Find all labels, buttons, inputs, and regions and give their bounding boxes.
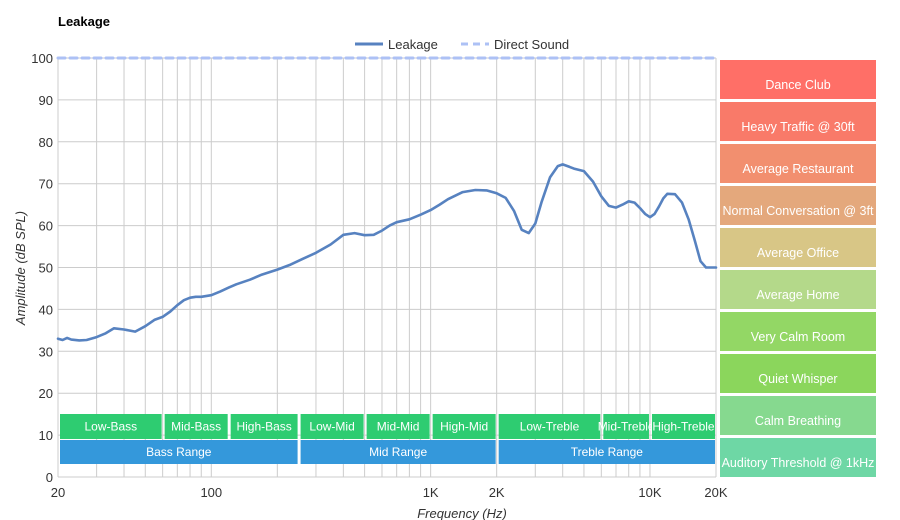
legend-label-direct-sound: Direct Sound bbox=[494, 37, 569, 52]
chart-title: Leakage bbox=[58, 14, 110, 29]
x-tick-label: 20 bbox=[51, 485, 65, 500]
sub-range-band bbox=[498, 414, 601, 439]
reference-level-label: Average Restaurant bbox=[743, 162, 854, 176]
sub-range-band-label: Low-Treble bbox=[520, 420, 580, 434]
y-tick-label: 70 bbox=[39, 177, 53, 192]
y-tick-label: 50 bbox=[39, 261, 53, 276]
sub-range-band-label: High-Mid bbox=[440, 420, 488, 434]
sub-range-band-label: Mid-Treble bbox=[598, 420, 655, 434]
y-tick-label: 40 bbox=[39, 302, 53, 317]
x-tick-label: 1K bbox=[423, 485, 439, 500]
y-tick-label: 30 bbox=[39, 344, 53, 359]
frequency-range-bands: Low-Bass Mid-Bass High-Bass Low-Mid Mid-Mid H… bbox=[60, 414, 715, 464]
main-range-band bbox=[498, 440, 715, 464]
y-tick-label: 90 bbox=[39, 93, 53, 108]
reference-level-label: Calm Breathing bbox=[755, 414, 841, 428]
x-tick-label: 20K bbox=[704, 485, 727, 500]
sub-range-band bbox=[603, 414, 649, 439]
reference-level-box bbox=[720, 102, 876, 141]
main-range-band bbox=[60, 440, 298, 464]
sub-range-band bbox=[300, 414, 364, 439]
y-axis-label: Amplitude (dB SPL) bbox=[13, 211, 28, 326]
reference-level-box bbox=[720, 186, 876, 225]
y-axis-ticks: 0 10 20 30 40 50 60 70 80 90 100 bbox=[31, 51, 53, 485]
sub-range-band-label: Mid-Bass bbox=[171, 420, 221, 434]
legend-label-leakage: Leakage bbox=[388, 37, 438, 52]
x-axis-ticks: 20 100 1K 2K 10K 20K bbox=[51, 485, 728, 500]
y-tick-label: 60 bbox=[39, 219, 53, 234]
y-tick-label: 10 bbox=[39, 428, 53, 443]
sub-range-band bbox=[230, 414, 298, 439]
reference-level-panel: Dance Club Heavy Traffic @ 30ft Average Re… bbox=[720, 60, 876, 477]
sub-range-band-label: Low-Bass bbox=[84, 420, 137, 434]
sub-range-band bbox=[432, 414, 496, 439]
main-range-band bbox=[300, 440, 496, 464]
series-line-leakage bbox=[56, 163, 718, 342]
sub-range-band bbox=[651, 414, 715, 439]
gridlines bbox=[57, 57, 717, 478]
x-tick-label: 2K bbox=[489, 485, 505, 500]
y-tick-label: 100 bbox=[31, 51, 53, 66]
sub-range-band-label: High-Bass bbox=[236, 420, 291, 434]
reference-level-label: Average Home bbox=[756, 288, 839, 302]
main-range-band-label: Treble Range bbox=[571, 445, 644, 459]
reference-level-label: Auditory Threshold @ 1kHz bbox=[722, 456, 875, 470]
reference-level-box bbox=[720, 396, 876, 435]
reference-level-box bbox=[720, 270, 876, 309]
y-tick-label: 0 bbox=[46, 470, 53, 485]
y-tick-label: 20 bbox=[39, 386, 53, 401]
main-range-band-label: Bass Range bbox=[146, 445, 212, 459]
reference-level-label: Very Calm Room bbox=[751, 330, 845, 344]
reference-level-box bbox=[720, 228, 876, 267]
reference-level-box bbox=[720, 312, 876, 351]
main-range-band-label: Mid Range bbox=[369, 445, 427, 459]
reference-level-label: Normal Conversation @ 3ft bbox=[723, 204, 874, 218]
sub-range-band bbox=[60, 414, 162, 439]
reference-level-box bbox=[720, 144, 876, 183]
reference-level-box bbox=[720, 60, 876, 99]
data-series bbox=[56, 56, 718, 342]
x-tick-label: 100 bbox=[200, 485, 222, 500]
x-axis-label: Frequency (Hz) bbox=[417, 506, 507, 520]
sub-range-band bbox=[164, 414, 228, 439]
reference-level-label: Average Office bbox=[757, 246, 839, 260]
sub-range-band-label: Low-Mid bbox=[309, 420, 354, 434]
sub-range-band-label: Mid-Mid bbox=[377, 420, 420, 434]
reference-level-label: Dance Club bbox=[765, 78, 830, 92]
y-tick-label: 80 bbox=[39, 135, 53, 150]
reference-level-box bbox=[720, 354, 876, 393]
reference-level-box bbox=[720, 438, 876, 477]
reference-level-label: Quiet Whisper bbox=[758, 372, 837, 386]
reference-level-label: Heavy Traffic @ 30ft bbox=[741, 120, 855, 134]
x-tick-label: 10K bbox=[638, 485, 661, 500]
sub-range-band bbox=[366, 414, 430, 439]
sub-range-band-label: High-Treble bbox=[652, 420, 715, 434]
legend: Leakage Direct Sound bbox=[355, 37, 569, 52]
